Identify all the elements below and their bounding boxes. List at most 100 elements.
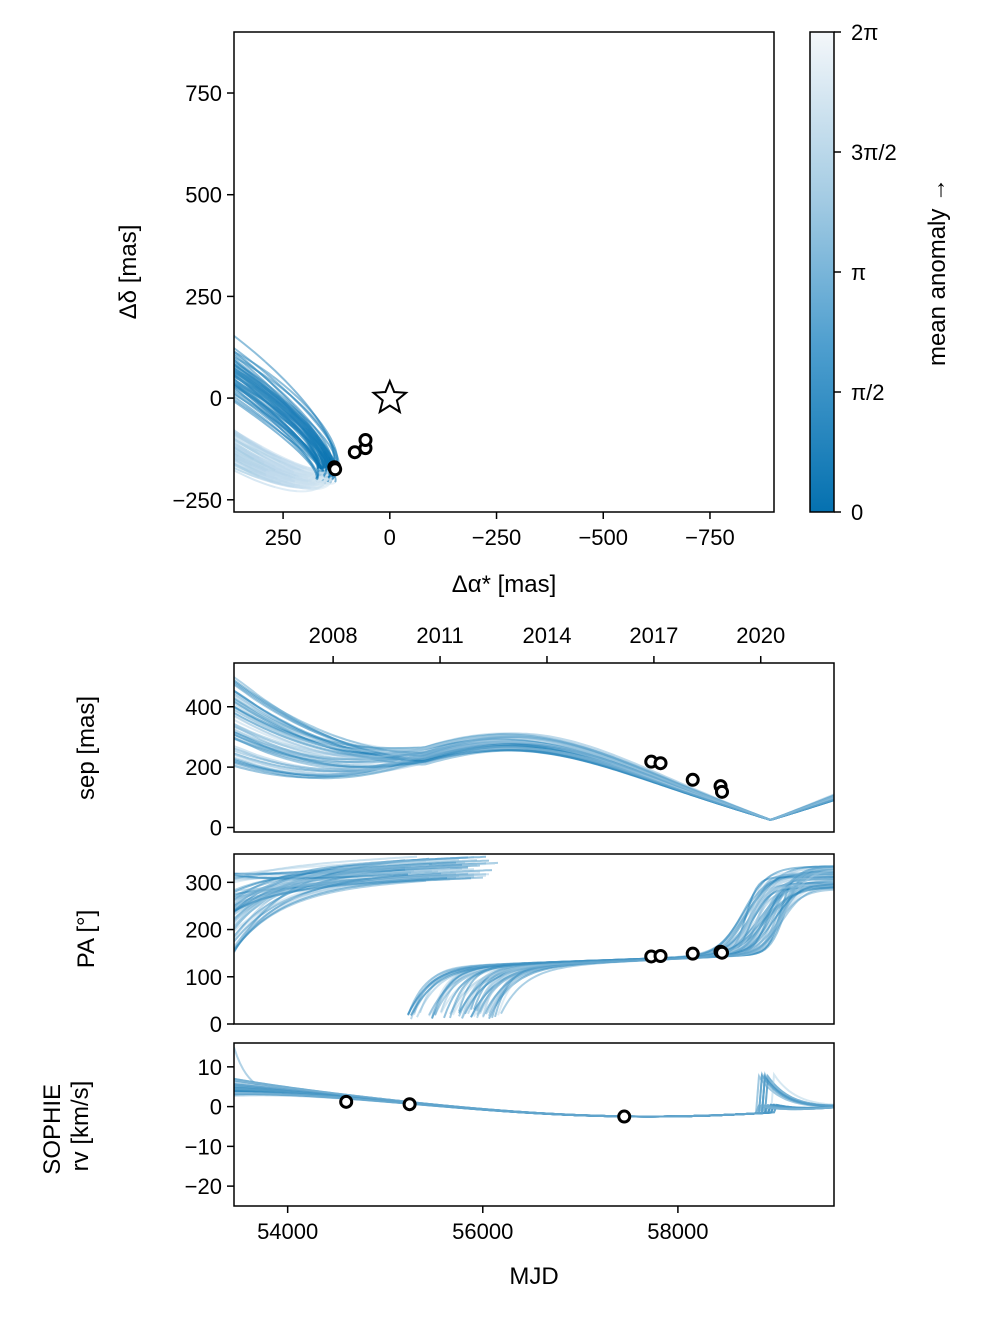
orbit-track (38, 293, 39, 303)
rv-track (234, 1073, 834, 1118)
orbit-track (284, 419, 308, 444)
orbit-track (193, 439, 231, 460)
orbit-track (110, 329, 139, 342)
orbit-track (166, 366, 168, 374)
year-tick-label: 2020 (736, 623, 785, 648)
orbit-track (185, 412, 216, 435)
orbit-track (56, 298, 66, 312)
orbit-track (86, 268, 106, 269)
orbit-track (151, 406, 191, 432)
orbit-track (77, 319, 101, 328)
orbit-track (151, 410, 182, 430)
orbit-track (0, 237, 17, 263)
orbit-track (66, 300, 110, 324)
orbit-track (237, 370, 262, 387)
orbit-track (205, 365, 225, 373)
orbit-track (114, 357, 135, 378)
orbit-track (144, 401, 161, 419)
orbit-track (184, 358, 205, 366)
orbit-track (260, 384, 284, 402)
orbit-track (184, 410, 218, 433)
orbit-track (207, 345, 233, 357)
orbit-track (35, 263, 55, 267)
orbit-track (234, 387, 242, 395)
orbit-track (76, 302, 102, 308)
orbit-track (185, 348, 206, 357)
orbit-track (135, 362, 147, 377)
orbit-track (234, 431, 244, 439)
orbit-track (170, 351, 200, 365)
orbit-track (144, 342, 153, 347)
orbit-track (113, 347, 154, 378)
orbit-track (182, 437, 207, 454)
orbit-track (115, 340, 129, 357)
orbit-track (96, 298, 113, 301)
orbit-track (333, 446, 339, 460)
separation-track (234, 731, 834, 821)
separation-track (234, 698, 834, 821)
orbit-track (94, 380, 125, 403)
orbit-track (17, 261, 40, 284)
orbit-track (44, 267, 62, 273)
orbit-track (167, 343, 185, 348)
orbit-track (147, 372, 150, 386)
orbit-track (144, 377, 179, 401)
separation-track (234, 741, 834, 821)
orbit-track (104, 349, 120, 364)
orbit-track (161, 401, 191, 423)
pa-track (234, 855, 834, 1014)
orbit-track (25, 252, 27, 261)
orbit-track (146, 350, 155, 356)
orbit-track (137, 312, 179, 342)
orbit-track (137, 383, 163, 404)
orbit-track (163, 352, 164, 358)
orbit-track (234, 386, 261, 411)
orbit-track (206, 357, 229, 370)
orbit-track (36, 251, 55, 257)
separation-track (234, 745, 834, 821)
orbit-track (84, 358, 117, 386)
orbit-track (146, 341, 165, 347)
orbit-track (114, 366, 135, 387)
orbit-track (145, 357, 147, 365)
orbit-track (160, 342, 163, 352)
rv-y-ticks: 10 0 −10 −20 (185, 1055, 234, 1199)
orbit-track (95, 331, 102, 345)
orbit-track (170, 403, 183, 419)
orbit-track (168, 361, 180, 362)
orbit-track (172, 311, 209, 336)
orbit-track (159, 395, 175, 412)
rv-track (234, 1088, 834, 1118)
orbit-track (164, 312, 204, 338)
orbit-track (123, 334, 134, 341)
orbit-track (156, 399, 177, 418)
orbit-track (90, 289, 93, 300)
rv-track (234, 1089, 834, 1118)
orbit-track (186, 413, 217, 434)
pa-lines (234, 855, 834, 1020)
orbit-track (140, 306, 184, 337)
astrometry-x-tick-label: 250 (265, 525, 302, 550)
orbit-track (110, 344, 152, 376)
orbit-track (150, 386, 159, 402)
orbit-track (169, 404, 178, 418)
rv-x-tick-label: 54000 (257, 1219, 318, 1244)
orbit-track (65, 274, 94, 283)
orbit-track (96, 316, 105, 321)
rv-ylabel-line1: SOPHIE (39, 1084, 66, 1175)
separation-track (234, 683, 834, 821)
orbit-track (117, 374, 154, 403)
orbit-track (154, 413, 193, 438)
orbit-track (88, 333, 90, 343)
orbit-track (16, 244, 35, 252)
orbit-track (148, 381, 152, 393)
year-tick-label: 2014 (522, 623, 571, 648)
orbit-track (307, 472, 317, 480)
orbit-track (151, 383, 167, 401)
orbit-track (165, 345, 190, 352)
orbit-track (174, 398, 202, 419)
orbit-track (52, 318, 54, 326)
orbit-track (148, 334, 163, 336)
separation-y-tick-label: 0 (210, 815, 222, 840)
orbit-track (207, 440, 230, 456)
